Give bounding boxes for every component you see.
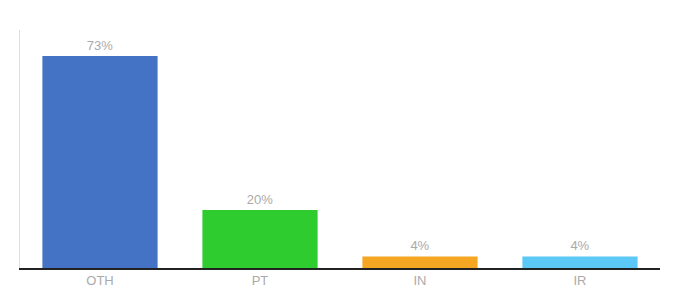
svg-text:IN: IN	[414, 273, 427, 288]
svg-text:4%: 4%	[570, 238, 589, 253]
svg-text:20%: 20%	[247, 192, 273, 207]
svg-text:4%: 4%	[410, 238, 429, 253]
svg-text:73%: 73%	[87, 38, 113, 53]
svg-text:IR: IR	[574, 273, 587, 288]
svg-text:OTH: OTH	[86, 273, 113, 288]
svg-text:PT: PT	[252, 273, 269, 288]
